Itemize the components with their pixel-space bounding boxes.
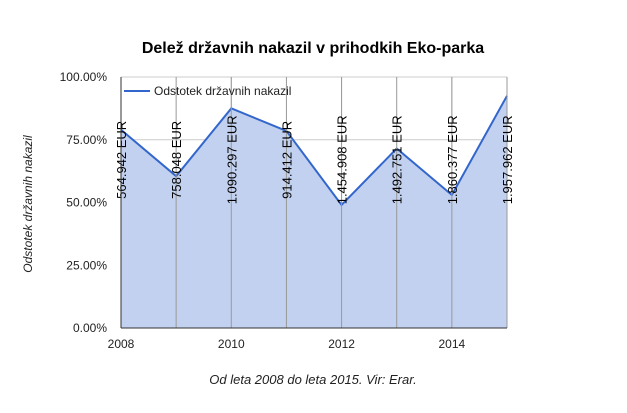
series-line — [120, 95, 508, 207]
y-tick-label: 0.00% — [73, 321, 107, 335]
y-tick-label: 100.00% — [60, 70, 108, 84]
chart-title: Delež državnih nakazil v prihodkih Eko-p… — [142, 40, 484, 57]
x-tick-label: 2012 — [328, 337, 355, 351]
legend-label: Odstotek državnih nakazil — [154, 84, 291, 98]
annotation-label: 1.090.297 EUR — [224, 115, 239, 204]
legend[interactable]: Odstotek državnih nakazil — [124, 84, 291, 98]
plot-area — [120, 95, 508, 328]
annotation-label: 1.957.962 EUR — [500, 115, 515, 204]
y-axis-label: Odstotek državnih nakazil — [21, 135, 35, 273]
x-tick-label: 2014 — [439, 337, 466, 351]
annotation-label: 758.048 EUR — [169, 121, 184, 199]
annotation-label: 1.454.908 EUR — [335, 115, 350, 204]
series-area-fill — [121, 95, 507, 328]
x-tick-label: 2010 — [218, 337, 245, 351]
y-tick-label: 50.00% — [66, 196, 107, 210]
y-tick-label: 75.00% — [66, 133, 107, 147]
annotation-label: 1.492.751 EUR — [390, 115, 405, 204]
annotation-label: 1.860.377 EUR — [445, 115, 460, 204]
y-tick-label: 25.00% — [66, 258, 107, 272]
annotation-label: 914.412 EUR — [279, 121, 294, 199]
x-axis-label: Od leta 2008 do leta 2015. Vir: Erar. — [209, 372, 416, 387]
x-tick-label: 2008 — [108, 337, 135, 351]
axes: 0.00% 25.00% 50.00% 75.00% 100.00% 2008 2010 20… — [60, 70, 507, 351]
